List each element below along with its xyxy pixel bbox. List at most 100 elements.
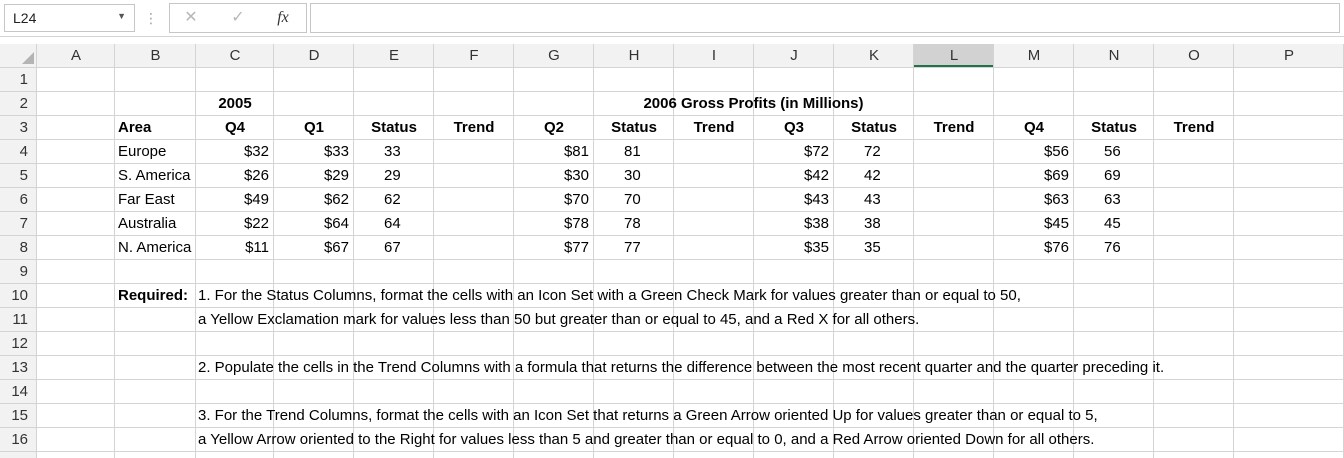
cell-c5[interactable]: $26 [243, 167, 269, 184]
cell-n3[interactable]: Status [1091, 119, 1137, 136]
column-header-k[interactable]: K [868, 47, 879, 64]
cell-d4[interactable]: $33 [323, 143, 349, 160]
cell-h7[interactable]: 78 [624, 215, 641, 232]
column-header-g[interactable]: G [548, 47, 560, 64]
cell-g3[interactable]: Q2 [543, 119, 564, 136]
enter-icon[interactable]: ✓ [231, 9, 245, 26]
column-header-n[interactable]: N [1108, 47, 1120, 64]
cell-g8[interactable]: $77 [563, 239, 589, 256]
formula-input[interactable] [310, 3, 1340, 33]
row-header-14[interactable]: 14 [11, 383, 28, 400]
row-header-4[interactable]: 4 [19, 143, 28, 160]
cell-c8[interactable]: $11 [245, 239, 269, 256]
cell-c16[interactable]: a Yellow Arrow oriented to the Right for… [198, 431, 1095, 448]
cell-n6[interactable]: 63 [1104, 191, 1121, 208]
cell-e7[interactable]: 64 [384, 215, 401, 232]
area-cell[interactable]: N. America [118, 239, 192, 256]
column-header-f[interactable]: F [469, 47, 479, 64]
column-header-j[interactable]: J [790, 47, 798, 64]
cell-j5[interactable]: $42 [803, 167, 829, 184]
cell-k8[interactable]: 35 [864, 239, 881, 256]
cell-k4[interactable]: 72 [864, 143, 881, 160]
cell-j7[interactable]: $38 [803, 215, 829, 232]
cell-e8[interactable]: 67 [384, 239, 401, 256]
row-header-2[interactable]: 2 [19, 95, 28, 112]
column-header-h[interactable]: H [628, 47, 640, 64]
cell-c15[interactable]: 3. For the Trend Columns, format the cel… [198, 407, 1098, 424]
cell-n5[interactable]: 69 [1104, 167, 1121, 184]
area-cell[interactable]: Europe [118, 143, 167, 160]
cell-h6[interactable]: 70 [624, 191, 641, 208]
cell-j4[interactable]: $72 [803, 143, 829, 160]
cell-m6[interactable]: $63 [1043, 191, 1069, 208]
cell-b3[interactable]: Area [118, 119, 152, 136]
cell-k5[interactable]: 42 [864, 167, 881, 184]
cell-d5[interactable]: $29 [323, 167, 349, 184]
name-box[interactable]: L24 ▼ [4, 4, 135, 32]
cell-g7[interactable]: $78 [563, 215, 589, 232]
area-cell[interactable]: Australia [118, 215, 177, 232]
column-header-o[interactable]: O [1188, 47, 1200, 64]
row-header-3[interactable]: 3 [19, 119, 28, 136]
cell-j8[interactable]: $35 [803, 239, 829, 256]
column-header-a[interactable]: A [70, 47, 81, 64]
cell-m3[interactable]: Q4 [1023, 119, 1044, 136]
cell-b10[interactable]: Required: [118, 287, 189, 304]
cell-e4[interactable]: 33 [384, 143, 401, 160]
chevron-down-icon[interactable]: ▼ [117, 11, 126, 21]
cell-k3[interactable]: Status [851, 119, 897, 136]
cell-d3[interactable]: Q1 [303, 119, 324, 136]
cell-n7[interactable]: 45 [1104, 215, 1121, 232]
cell-m4[interactable]: $56 [1043, 143, 1069, 160]
column-header-p[interactable]: P [1283, 47, 1294, 64]
cell-c10[interactable]: 1. For the Status Columns, format the ce… [198, 287, 1021, 304]
cancel-icon[interactable]: ✕ [184, 9, 198, 26]
cell-e6[interactable]: 62 [384, 191, 401, 208]
cell-k7[interactable]: 38 [864, 215, 881, 232]
cell-m5[interactable]: $69 [1043, 167, 1069, 184]
cell-c4[interactable]: $32 [243, 143, 269, 160]
cell-i3[interactable]: Trend [693, 119, 735, 136]
cell-e3[interactable]: Status [371, 119, 417, 136]
cell-j3[interactable]: Q3 [783, 119, 804, 136]
cell-o3[interactable]: Trend [1173, 119, 1215, 136]
cell-j6[interactable]: $43 [803, 191, 829, 208]
row-header-7[interactable]: 7 [19, 215, 28, 232]
column-header-b[interactable]: B [150, 47, 161, 64]
cell-c11[interactable]: a Yellow Exclamation mark for values les… [198, 311, 920, 328]
row-header-15[interactable]: 15 [11, 407, 28, 424]
cell-g4[interactable]: $81 [563, 143, 589, 160]
area-cell[interactable]: Far East [118, 191, 175, 208]
cell-k6[interactable]: 43 [864, 191, 881, 208]
cell-n4[interactable]: 56 [1104, 143, 1121, 160]
row-header-13[interactable]: 13 [11, 359, 28, 376]
cell-c6[interactable]: $49 [243, 191, 269, 208]
cell-g6[interactable]: $70 [563, 191, 589, 208]
row-header-1[interactable]: 1 [19, 71, 28, 88]
row-header-11[interactable]: 11 [12, 311, 28, 328]
cell-c7[interactable]: $22 [243, 215, 269, 232]
insert-function-button[interactable]: fx [277, 9, 289, 26]
area-cell[interactable]: S. America [118, 167, 191, 184]
cell-h8[interactable]: 77 [624, 239, 641, 256]
row-header-9[interactable]: 9 [19, 263, 28, 280]
row-header-8[interactable]: 8 [19, 239, 28, 256]
cell-e5[interactable]: 29 [384, 167, 401, 184]
cell-n8[interactable]: 76 [1104, 239, 1121, 256]
row-header-6[interactable]: 6 [19, 191, 28, 208]
cell-m8[interactable]: $76 [1043, 239, 1069, 256]
column-header-l[interactable]: L [949, 47, 959, 64]
cell-d8[interactable]: $67 [323, 239, 349, 256]
column-header-c[interactable]: C [229, 47, 241, 64]
cell-c3[interactable]: Q4 [224, 119, 245, 136]
cell-c2[interactable]: 2005 [218, 95, 252, 112]
cell-l3[interactable]: Trend [933, 119, 975, 136]
cell-h3[interactable]: Status [611, 119, 657, 136]
cell-h4[interactable]: 81 [624, 143, 641, 160]
column-header-i[interactable]: I [711, 47, 717, 64]
row-header-5[interactable]: 5 [19, 167, 28, 184]
cell-f3[interactable]: Trend [453, 119, 495, 136]
row-header-10[interactable]: 10 [11, 287, 28, 304]
cell-d7[interactable]: $64 [323, 215, 349, 232]
